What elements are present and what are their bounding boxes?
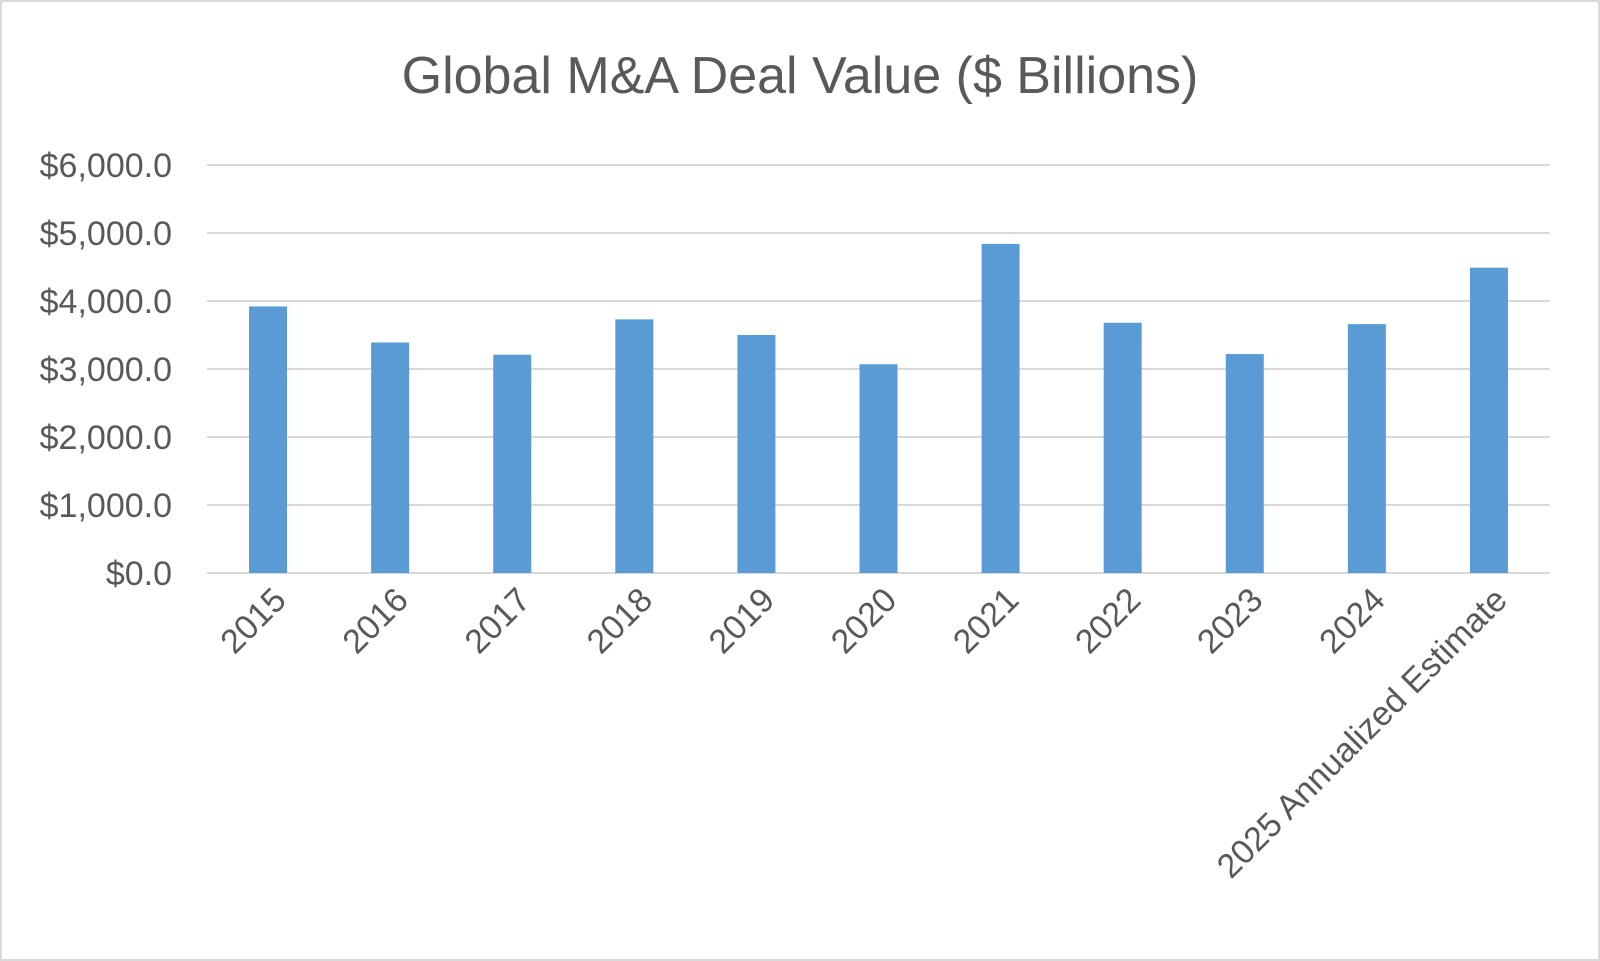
x-tick-label: 2023	[1190, 581, 1270, 661]
x-axis-tick-labels: 2015 2016 2017 2018 2019 2020 2021 2022 2023 2024…	[213, 581, 1514, 886]
x-tick-label: 2022	[1068, 581, 1148, 661]
x-tick-label: 2019	[702, 581, 782, 661]
bar-2022	[1103, 322, 1142, 573]
x-tick-label: 2016	[335, 581, 415, 661]
bar-2020	[859, 364, 898, 573]
y-tick-label: $2,000.0	[40, 419, 172, 457]
bar-2019	[737, 335, 776, 573]
bar-2024	[1347, 324, 1386, 573]
bar-2023	[1225, 354, 1264, 573]
y-axis-tick-labels: $0.0 $1,000.0 $2,000.0 $3,000.0 $4,000.0 $5,0…	[40, 147, 172, 593]
bar-2021	[981, 243, 1020, 573]
y-tick-label: $0.0	[106, 555, 172, 593]
bar-2015	[249, 306, 288, 573]
x-tick-label: 2024	[1312, 581, 1392, 661]
y-tick-label: $4,000.0	[40, 283, 172, 321]
bars	[249, 243, 1508, 573]
x-tick-label: 2021	[946, 581, 1026, 661]
y-tick-label: $6,000.0	[40, 147, 172, 185]
chart-title: Global M&A Deal Value ($ Billions)	[402, 47, 1199, 105]
x-tick-label: 2018	[580, 581, 660, 661]
x-tick-label: 2020	[824, 581, 904, 661]
y-tick-label: $3,000.0	[40, 351, 172, 389]
gridlines	[207, 164, 1550, 574]
x-tick-label: 2015	[213, 581, 293, 661]
y-tick-label: $5,000.0	[40, 215, 172, 253]
y-tick-label: $1,000.0	[40, 487, 172, 525]
bar-2025	[1469, 267, 1508, 573]
x-tick-label: 2017	[458, 581, 538, 661]
bar-2018	[615, 319, 654, 573]
bar-2016	[371, 342, 410, 573]
bar-2017	[493, 354, 532, 573]
